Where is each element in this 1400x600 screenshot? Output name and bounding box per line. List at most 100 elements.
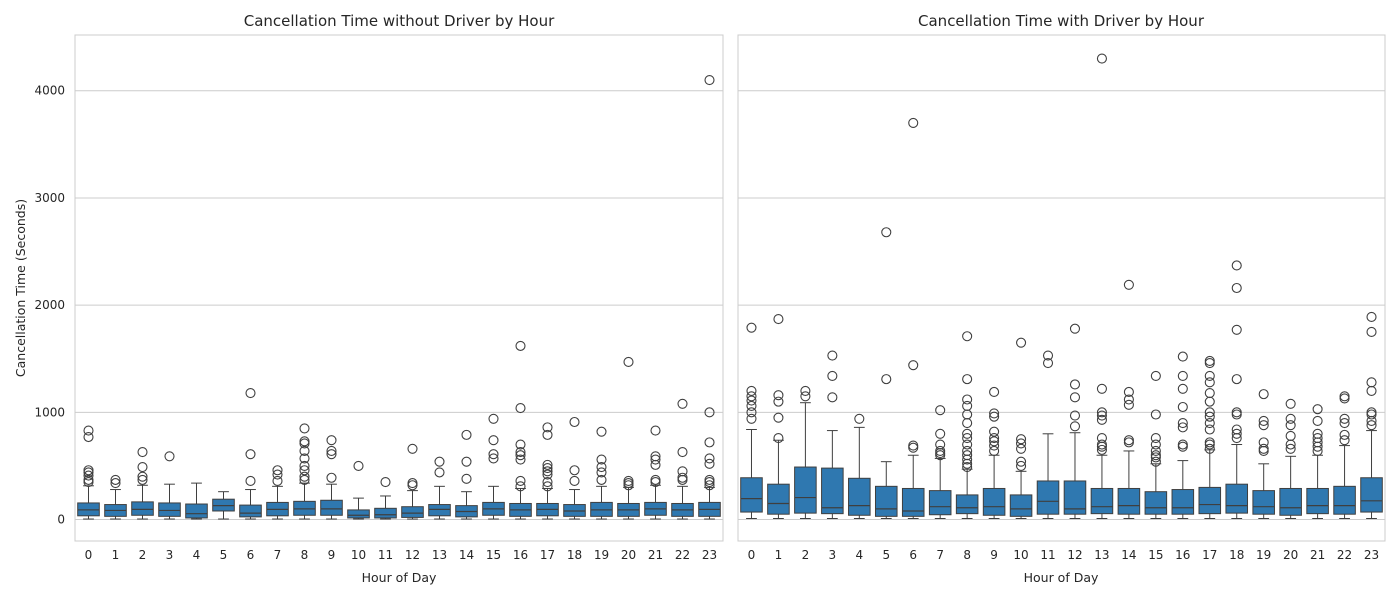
outlier-point bbox=[1366, 377, 1377, 388]
box-series bbox=[740, 53, 1383, 519]
outlier-point bbox=[1204, 411, 1215, 422]
outlier-point bbox=[1231, 282, 1242, 294]
outlier-point bbox=[542, 422, 553, 433]
box-iqr bbox=[158, 502, 181, 517]
outlier-point bbox=[1231, 428, 1242, 439]
x-tick-label: 13 bbox=[1094, 548, 1109, 562]
outlier-point bbox=[1177, 439, 1188, 450]
outlier-point bbox=[1096, 410, 1107, 421]
outlier-point bbox=[1285, 430, 1296, 441]
x-tick-label: 6 bbox=[247, 548, 255, 562]
box-iqr bbox=[347, 509, 370, 519]
outlier-point bbox=[962, 439, 973, 450]
y-tick-labels: 0 1000 2000 3000 4000 bbox=[34, 84, 65, 527]
outlier-point bbox=[1096, 383, 1107, 394]
outlier-point bbox=[542, 463, 553, 474]
outlier-point bbox=[704, 458, 715, 469]
outlier-point bbox=[1339, 435, 1350, 446]
outlier-point bbox=[137, 461, 148, 473]
outlier-point bbox=[1258, 415, 1269, 426]
outlier-point bbox=[827, 392, 838, 403]
x-axis-label: Hour of Day bbox=[362, 570, 437, 585]
outlier-point bbox=[1096, 439, 1107, 450]
outlier-point bbox=[326, 445, 337, 456]
x-tick-label: 22 bbox=[1337, 548, 1352, 562]
box-hour-9 bbox=[320, 435, 343, 520]
outlier-point bbox=[854, 413, 865, 424]
outlier-point bbox=[137, 474, 148, 485]
outlier-point bbox=[1123, 394, 1134, 405]
x-tick-label: 17 bbox=[540, 548, 555, 562]
outlier-point bbox=[935, 428, 946, 439]
x-tick-label: 21 bbox=[648, 548, 663, 562]
outlier-point bbox=[1204, 355, 1215, 366]
box-hour-2 bbox=[131, 446, 154, 520]
box-hour-15 bbox=[482, 413, 505, 520]
box-hour-4 bbox=[185, 482, 208, 520]
outlier-point bbox=[542, 481, 553, 492]
box-hour-22 bbox=[671, 398, 694, 520]
outlier-point bbox=[515, 403, 526, 414]
outlier-point bbox=[299, 465, 310, 476]
x-tick-label: 9 bbox=[328, 548, 336, 562]
outlier-point bbox=[1285, 413, 1296, 424]
outlier-point bbox=[1339, 391, 1350, 402]
box-iqr bbox=[1198, 486, 1222, 515]
box-iqr bbox=[1333, 485, 1356, 515]
box-hour-10 bbox=[347, 460, 370, 520]
outlier-point bbox=[1069, 410, 1081, 421]
outlier-point bbox=[1204, 388, 1215, 399]
outlier-point bbox=[908, 360, 919, 371]
outlier-point bbox=[245, 475, 256, 487]
x-tick-labels: 0 1 2 3 4 5 6 7 8 9 10 11 12 13 14 15 16 17 18 19 20 21 22 23 bbox=[748, 548, 1380, 562]
outlier-point bbox=[1231, 407, 1242, 418]
outlier-point bbox=[1312, 404, 1323, 415]
outlier-point bbox=[746, 395, 757, 406]
box-hour-21 bbox=[1306, 404, 1329, 519]
box-hour-11 bbox=[374, 476, 397, 520]
x-tick-label: 14 bbox=[1121, 548, 1136, 562]
y-gridlines bbox=[738, 90, 1385, 521]
outlier-point bbox=[110, 474, 121, 485]
y-tick-label: 1000 bbox=[34, 405, 65, 419]
box-iqr bbox=[1063, 480, 1087, 515]
x-axis-label: Hour of Day bbox=[1024, 570, 1099, 585]
outlier-point bbox=[326, 472, 337, 483]
box-hour-21 bbox=[644, 425, 667, 520]
outlier-point bbox=[407, 478, 418, 489]
x-tick-label: 3 bbox=[829, 548, 837, 562]
chart-title: Cancellation Time without Driver by Hour bbox=[244, 12, 555, 30]
outlier-point bbox=[800, 385, 811, 396]
outlier-point bbox=[1231, 424, 1242, 435]
outlier-point bbox=[1177, 401, 1188, 413]
outlier-point bbox=[1312, 428, 1323, 439]
box-iqr bbox=[767, 483, 790, 515]
x-tick-label: 15 bbox=[486, 548, 501, 562]
outlier-point bbox=[677, 466, 688, 477]
x-tick-label: 17 bbox=[1202, 548, 1217, 562]
outlier-point bbox=[488, 453, 499, 464]
box-iqr bbox=[185, 503, 208, 519]
outlier-point bbox=[1258, 437, 1269, 448]
outlier-point bbox=[1285, 420, 1296, 431]
x-tick-labels: 0 1 2 3 4 5 6 7 8 9 10 11 12 13 14 15 16 17 18 19 20 21 22 23 bbox=[85, 548, 717, 562]
outlier-point bbox=[1016, 337, 1027, 348]
outlier-point bbox=[1042, 357, 1054, 369]
outlier-point bbox=[677, 446, 688, 458]
outlier-point bbox=[1150, 456, 1161, 467]
outlier-point bbox=[1069, 323, 1081, 334]
outlier-point bbox=[1123, 386, 1134, 398]
x-tick-label: 0 bbox=[748, 548, 756, 562]
outlier-point bbox=[1150, 370, 1161, 381]
x-tick-label: 4 bbox=[855, 548, 863, 562]
box-hour-7 bbox=[266, 465, 289, 520]
outlier-point bbox=[1016, 434, 1027, 445]
box-hour-12 bbox=[401, 443, 424, 520]
box-hour-1 bbox=[104, 474, 127, 520]
outlier-point bbox=[299, 474, 310, 485]
box-iqr bbox=[239, 504, 262, 518]
outlier-point bbox=[746, 385, 757, 396]
outlier-point bbox=[380, 476, 391, 488]
